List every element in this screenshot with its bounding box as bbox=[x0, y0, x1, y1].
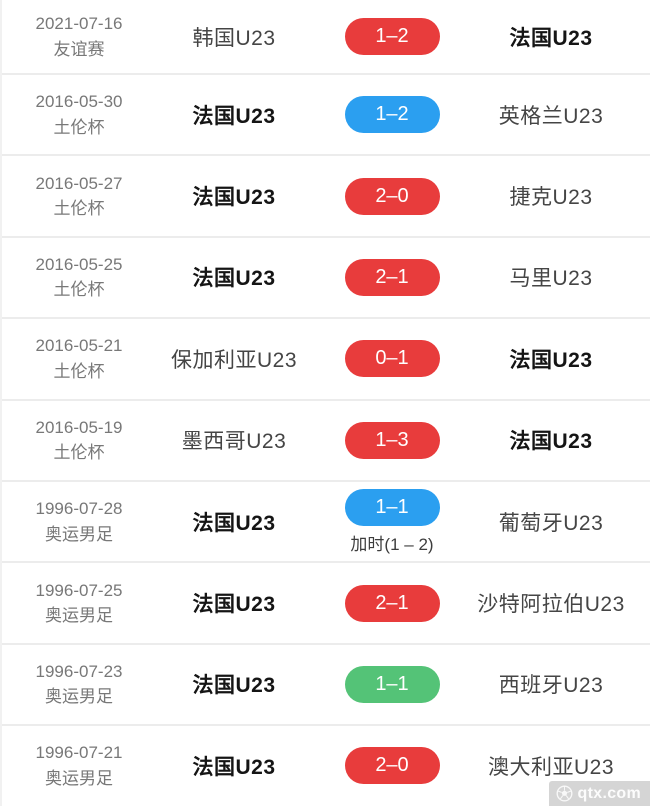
home-team: 保加利亚U23 bbox=[170, 348, 298, 372]
match-meta: 1996-07-23 奥运男足 bbox=[2, 659, 156, 710]
match-competition: 奥运男足 bbox=[45, 524, 113, 544]
home-team: 法国U23 bbox=[192, 593, 276, 617]
watermark-text: qtx.com bbox=[577, 784, 641, 802]
away-team: 沙特阿拉伯U23 bbox=[477, 593, 625, 617]
match-meta: 2016-05-19 土伦杯 bbox=[2, 415, 156, 466]
match-competition: 友谊赛 bbox=[53, 39, 105, 59]
match-meta: 2016-05-25 土伦杯 bbox=[2, 252, 156, 303]
match-competition: 土伦杯 bbox=[53, 280, 105, 300]
score-column: 1–2 bbox=[312, 18, 472, 55]
score-badge: 2–0 bbox=[344, 747, 440, 785]
match-row[interactable]: 1996-07-25 奥运男足 法国U23 2–1 沙特阿拉伯U23 bbox=[2, 561, 650, 642]
away-team: 捷克U23 bbox=[509, 186, 593, 210]
score-column: 1–1 加时(1 – 2) bbox=[312, 488, 472, 555]
away-team: 法国U23 bbox=[509, 430, 593, 454]
home-team: 墨西哥U23 bbox=[181, 430, 287, 454]
away-team: 法国U23 bbox=[509, 348, 593, 372]
score-column: 1–2 bbox=[312, 96, 472, 134]
match-date: 2016-05-19 bbox=[35, 417, 123, 437]
match-row[interactable]: 1996-07-21 奥运男足 法国U23 2–0 澳大利亚U23 bbox=[2, 724, 650, 805]
home-team: 韩国U23 bbox=[192, 26, 276, 50]
match-competition: 土伦杯 bbox=[53, 199, 105, 219]
score-column: 2–1 bbox=[312, 258, 472, 296]
match-date: 2016-05-27 bbox=[35, 173, 123, 193]
match-row[interactable]: 2021-07-16 友谊赛 韩国U23 1–2 法国U23 bbox=[2, 0, 650, 73]
score-badge: 1–1 bbox=[344, 488, 440, 526]
score-badge: 1–2 bbox=[344, 96, 440, 134]
match-meta: 2016-05-30 土伦杯 bbox=[2, 89, 156, 140]
score-column: 2–1 bbox=[312, 584, 472, 622]
score-badge: 1–2 bbox=[344, 18, 440, 55]
score-column: 2–0 bbox=[312, 177, 472, 215]
score-column: 1–3 bbox=[312, 421, 472, 459]
away-team: 法国U23 bbox=[509, 26, 593, 50]
match-date: 1996-07-28 bbox=[35, 499, 123, 519]
match-meta: 2016-05-27 土伦杯 bbox=[2, 171, 156, 222]
match-row[interactable]: 2016-05-30 土伦杯 法国U23 1–2 英格兰U23 bbox=[2, 73, 650, 154]
away-team: 葡萄牙U23 bbox=[498, 511, 604, 535]
away-team: 西班牙U23 bbox=[498, 674, 604, 698]
score-badge: 1–3 bbox=[344, 421, 440, 459]
match-row[interactable]: 2016-05-21 土伦杯 保加利亚U23 0–1 法国U23 bbox=[2, 317, 650, 398]
match-meta: 2021-07-16 友谊赛 bbox=[2, 11, 156, 62]
match-row[interactable]: 1996-07-23 奥运男足 法国U23 1–1 西班牙U23 bbox=[2, 642, 650, 724]
score-column: 2–0 bbox=[312, 747, 472, 785]
match-competition: 土伦杯 bbox=[53, 443, 105, 463]
score-badge: 2–0 bbox=[344, 177, 440, 215]
home-team: 法国U23 bbox=[192, 267, 276, 291]
match-row[interactable]: 1996-07-28 奥运男足 法国U23 1–1 加时(1 – 2) 葡萄牙U… bbox=[2, 479, 650, 561]
match-date: 1996-07-21 bbox=[35, 743, 123, 763]
match-date: 2021-07-16 bbox=[35, 14, 123, 33]
score-badge: 2–1 bbox=[344, 584, 440, 622]
score-badge: 2–1 bbox=[344, 258, 440, 296]
score-column: 1–1 bbox=[312, 665, 472, 703]
match-date: 2016-05-21 bbox=[35, 336, 123, 356]
match-date: 1996-07-25 bbox=[35, 580, 123, 600]
match-meta: 1996-07-21 奥运男足 bbox=[2, 740, 156, 791]
match-meta: 2016-05-21 土伦杯 bbox=[2, 333, 156, 384]
match-competition: 土伦杯 bbox=[53, 117, 105, 137]
watermark: qtx.com bbox=[548, 781, 650, 806]
home-team: 法国U23 bbox=[192, 511, 276, 535]
extra-time-note: 加时(1 – 2) bbox=[350, 534, 434, 554]
home-team: 法国U23 bbox=[192, 186, 276, 210]
match-row[interactable]: 2016-05-19 土伦杯 墨西哥U23 1–3 法国U23 bbox=[2, 398, 650, 480]
match-meta: 1996-07-25 奥运男足 bbox=[2, 578, 156, 629]
match-row[interactable]: 2016-05-27 土伦杯 法国U23 2–0 捷克U23 bbox=[2, 154, 650, 235]
match-competition: 土伦杯 bbox=[53, 361, 105, 381]
match-competition: 奥运男足 bbox=[45, 768, 113, 788]
home-team: 法国U23 bbox=[192, 755, 276, 779]
away-team: 马里U23 bbox=[509, 267, 593, 291]
match-meta: 1996-07-28 奥运男足 bbox=[2, 496, 156, 547]
home-team: 法国U23 bbox=[192, 674, 276, 698]
match-competition: 奥运男足 bbox=[45, 606, 113, 626]
football-logo-icon bbox=[556, 785, 573, 802]
score-column: 0–1 bbox=[312, 340, 472, 378]
match-competition: 奥运男足 bbox=[45, 687, 113, 707]
match-date: 2016-05-30 bbox=[35, 92, 123, 112]
score-badge: 0–1 bbox=[344, 340, 440, 378]
match-date: 2016-05-25 bbox=[35, 254, 123, 274]
away-team: 澳大利亚U23 bbox=[487, 755, 615, 779]
score-badge: 1–1 bbox=[344, 665, 440, 703]
match-row[interactable]: 2016-05-25 土伦杯 法国U23 2–1 马里U23 bbox=[2, 235, 650, 317]
away-team: 英格兰U23 bbox=[498, 104, 604, 128]
match-date: 1996-07-23 bbox=[35, 661, 123, 681]
home-team: 法国U23 bbox=[192, 104, 276, 128]
